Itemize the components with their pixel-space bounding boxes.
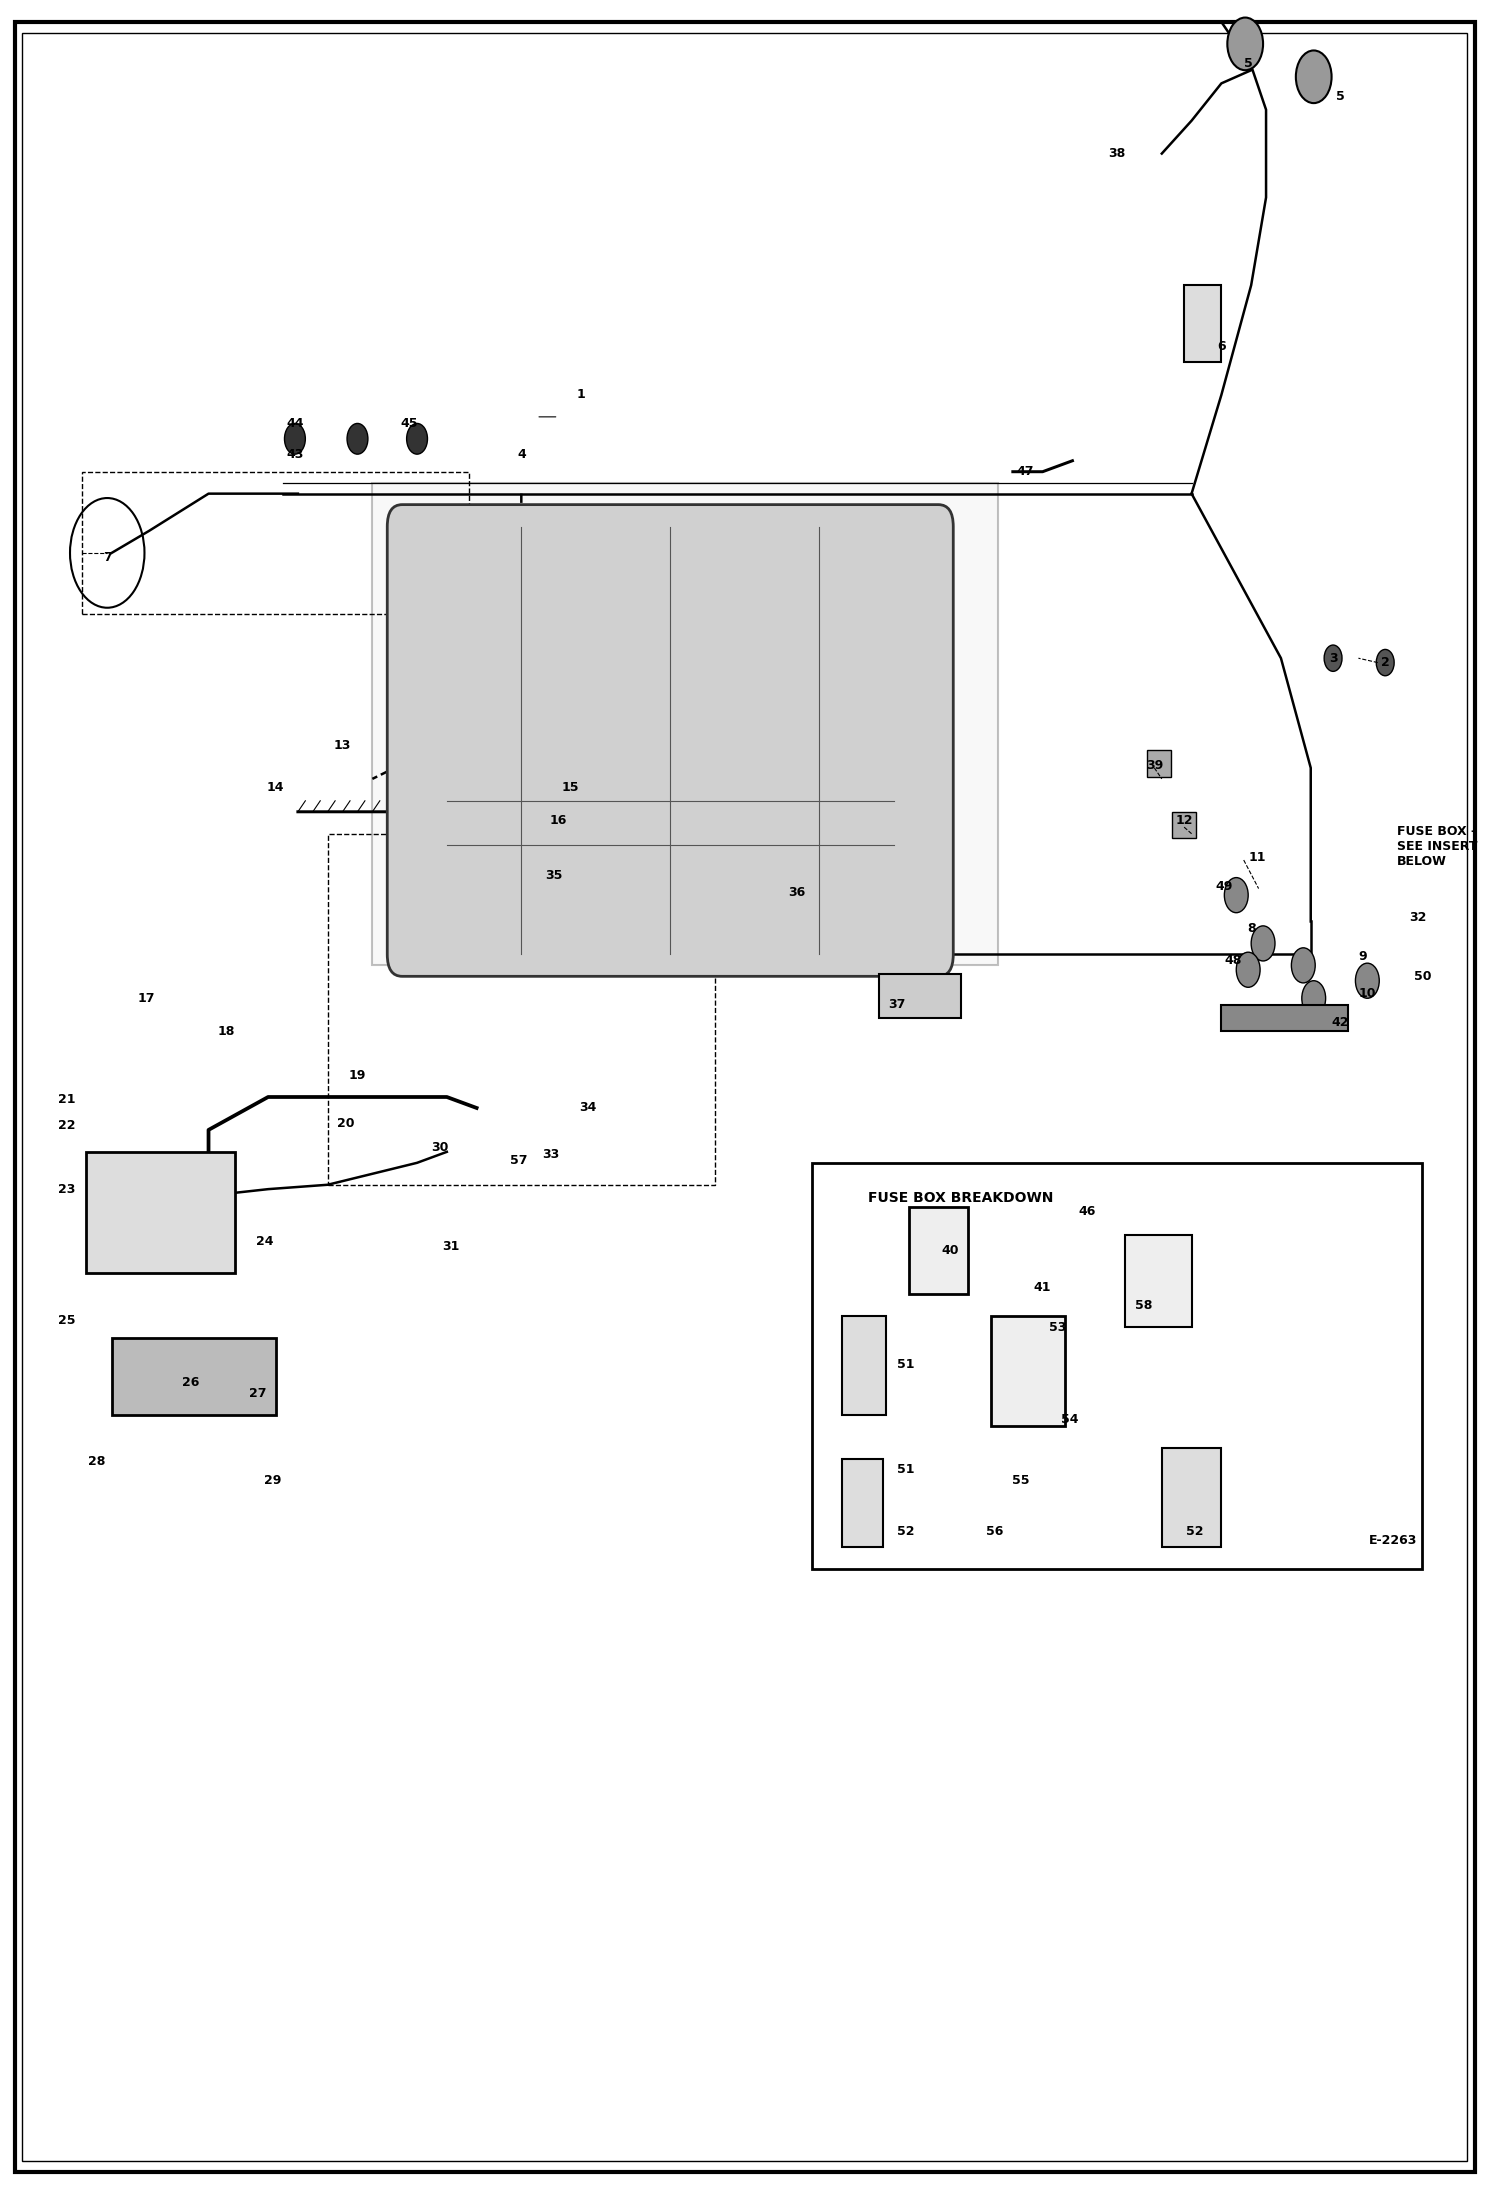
Text: 48: 48	[1224, 954, 1242, 968]
Text: 51: 51	[897, 1358, 914, 1371]
Text: 33: 33	[542, 1147, 560, 1161]
Text: 51: 51	[897, 1463, 914, 1477]
Text: 34: 34	[580, 1101, 598, 1115]
Text: 17: 17	[138, 992, 154, 1005]
Text: 52: 52	[897, 1525, 914, 1538]
Text: 15: 15	[562, 781, 580, 794]
Text: FUSE BOX –
SEE INSERT
BELOW: FUSE BOX – SEE INSERT BELOW	[1398, 825, 1477, 869]
Text: 11: 11	[1248, 851, 1266, 864]
Text: 27: 27	[249, 1387, 267, 1400]
Circle shape	[1324, 645, 1342, 671]
Text: 7: 7	[103, 551, 112, 564]
Text: 50: 50	[1414, 970, 1431, 983]
Bar	[842, 1459, 884, 1547]
Text: 9: 9	[1359, 950, 1368, 963]
Circle shape	[1302, 981, 1326, 1016]
Bar	[1173, 812, 1195, 838]
Text: 46: 46	[1079, 1205, 1097, 1218]
Text: 54: 54	[1061, 1413, 1079, 1426]
Bar	[812, 1163, 1423, 1569]
Text: 55: 55	[1011, 1474, 1029, 1488]
Bar	[990, 1316, 1065, 1426]
Bar	[1147, 750, 1171, 777]
FancyBboxPatch shape	[388, 505, 953, 976]
Text: 43: 43	[286, 448, 304, 461]
Text: 4: 4	[517, 448, 526, 461]
Bar	[373, 483, 998, 965]
Text: 22: 22	[58, 1119, 76, 1132]
Text: 38: 38	[1109, 147, 1125, 160]
Circle shape	[1224, 878, 1248, 913]
Text: E-2263: E-2263	[1369, 1534, 1417, 1547]
Bar	[328, 834, 715, 1185]
Text: 23: 23	[58, 1183, 76, 1196]
Text: 35: 35	[545, 869, 563, 882]
Text: 39: 39	[1146, 759, 1162, 772]
Text: 41: 41	[1034, 1281, 1052, 1294]
Bar	[1125, 1235, 1191, 1327]
Text: 31: 31	[442, 1240, 460, 1253]
Circle shape	[1236, 952, 1260, 987]
Text: 5: 5	[1243, 57, 1252, 70]
Text: 10: 10	[1359, 987, 1377, 1000]
Text: 5: 5	[1336, 90, 1345, 103]
Bar	[909, 1207, 968, 1294]
Text: 21: 21	[58, 1093, 76, 1106]
Text: 32: 32	[1410, 911, 1426, 924]
Text: 26: 26	[181, 1376, 199, 1389]
Text: 3: 3	[1329, 652, 1338, 665]
Text: 18: 18	[217, 1025, 235, 1038]
Text: 20: 20	[337, 1117, 355, 1130]
Bar	[1221, 1005, 1348, 1031]
Bar	[82, 472, 469, 614]
Text: 16: 16	[550, 814, 568, 827]
Text: 13: 13	[334, 739, 351, 753]
Circle shape	[1356, 963, 1380, 998]
Text: 14: 14	[267, 781, 285, 794]
Text: 30: 30	[431, 1141, 448, 1154]
Text: 29: 29	[264, 1474, 282, 1488]
Circle shape	[406, 423, 427, 454]
Text: 52: 52	[1186, 1525, 1203, 1538]
Text: 53: 53	[1049, 1321, 1067, 1334]
Text: 45: 45	[401, 417, 418, 430]
Bar	[112, 1338, 276, 1415]
Text: 56: 56	[986, 1525, 1004, 1538]
Circle shape	[1296, 50, 1332, 103]
Circle shape	[285, 423, 306, 454]
Text: 12: 12	[1176, 814, 1192, 827]
Bar	[842, 1316, 887, 1415]
Text: 40: 40	[942, 1244, 959, 1257]
Text: 6: 6	[1216, 340, 1225, 353]
Bar	[1162, 1448, 1221, 1547]
Circle shape	[1227, 18, 1263, 70]
Text: 58: 58	[1135, 1299, 1152, 1312]
Bar	[879, 974, 960, 1018]
Circle shape	[348, 423, 369, 454]
Bar	[87, 1152, 235, 1273]
Text: 24: 24	[256, 1235, 274, 1248]
Text: 57: 57	[509, 1154, 527, 1167]
Text: 44: 44	[286, 417, 304, 430]
Circle shape	[1251, 926, 1275, 961]
Text: 47: 47	[1016, 465, 1034, 478]
Text: 42: 42	[1332, 1016, 1350, 1029]
Circle shape	[1291, 948, 1315, 983]
Circle shape	[1377, 649, 1395, 676]
Text: 1: 1	[577, 388, 586, 402]
Text: 25: 25	[58, 1314, 76, 1327]
Text: 49: 49	[1216, 880, 1233, 893]
Bar	[1183, 285, 1221, 362]
Text: 36: 36	[788, 886, 806, 900]
Text: 8: 8	[1246, 921, 1255, 935]
Text: FUSE BOX BREAKDOWN: FUSE BOX BREAKDOWN	[867, 1191, 1053, 1205]
Text: 19: 19	[349, 1068, 366, 1082]
Text: 28: 28	[88, 1455, 105, 1468]
Text: 2: 2	[1381, 656, 1390, 669]
Text: 37: 37	[888, 998, 905, 1011]
